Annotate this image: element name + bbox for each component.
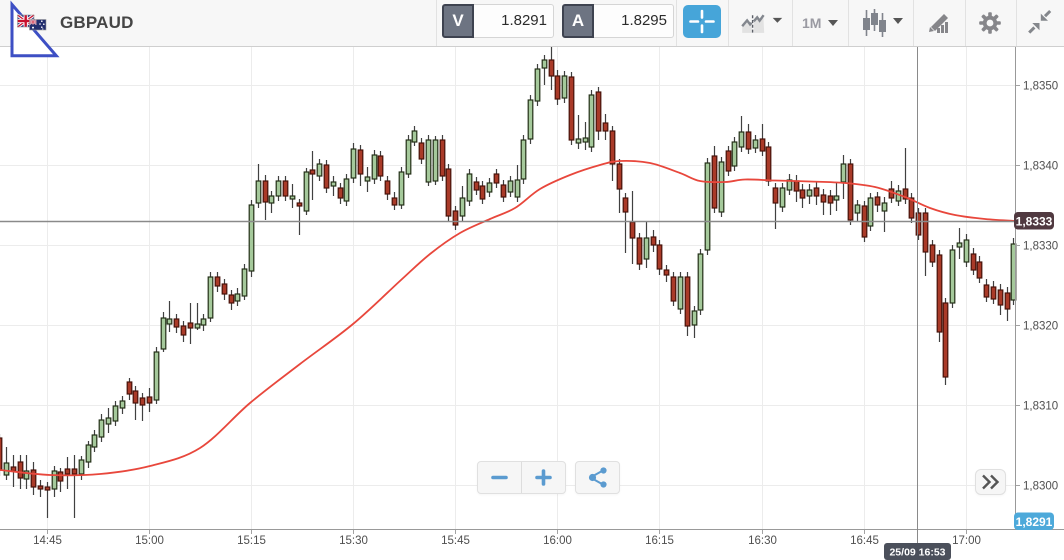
svg-text:1,8333: 1,8333 — [1016, 215, 1053, 229]
svg-text:17:00: 17:00 — [952, 535, 981, 547]
svg-text:15:30: 15:30 — [339, 535, 368, 547]
svg-text:15:00: 15:00 — [135, 535, 164, 547]
svg-text:25/09 16:53: 25/09 16:53 — [889, 547, 945, 559]
svg-text:15:15: 15:15 — [237, 535, 266, 547]
svg-text:14:45: 14:45 — [33, 535, 62, 547]
svg-text:16:30: 16:30 — [748, 535, 777, 547]
svg-text:16:00: 16:00 — [543, 535, 572, 547]
svg-text:1,8310: 1,8310 — [1023, 401, 1058, 413]
svg-text:16:45: 16:45 — [850, 535, 879, 547]
svg-text:1,8300: 1,8300 — [1023, 481, 1058, 493]
svg-text:16:15: 16:15 — [645, 535, 674, 547]
svg-text:1,8320: 1,8320 — [1023, 321, 1058, 333]
svg-text:15:45: 15:45 — [441, 535, 470, 547]
svg-text:1,8291: 1,8291 — [1016, 515, 1053, 529]
svg-text:1,8350: 1,8350 — [1023, 81, 1058, 93]
svg-text:1,8330: 1,8330 — [1023, 241, 1058, 253]
svg-text:1,8340: 1,8340 — [1023, 161, 1058, 173]
